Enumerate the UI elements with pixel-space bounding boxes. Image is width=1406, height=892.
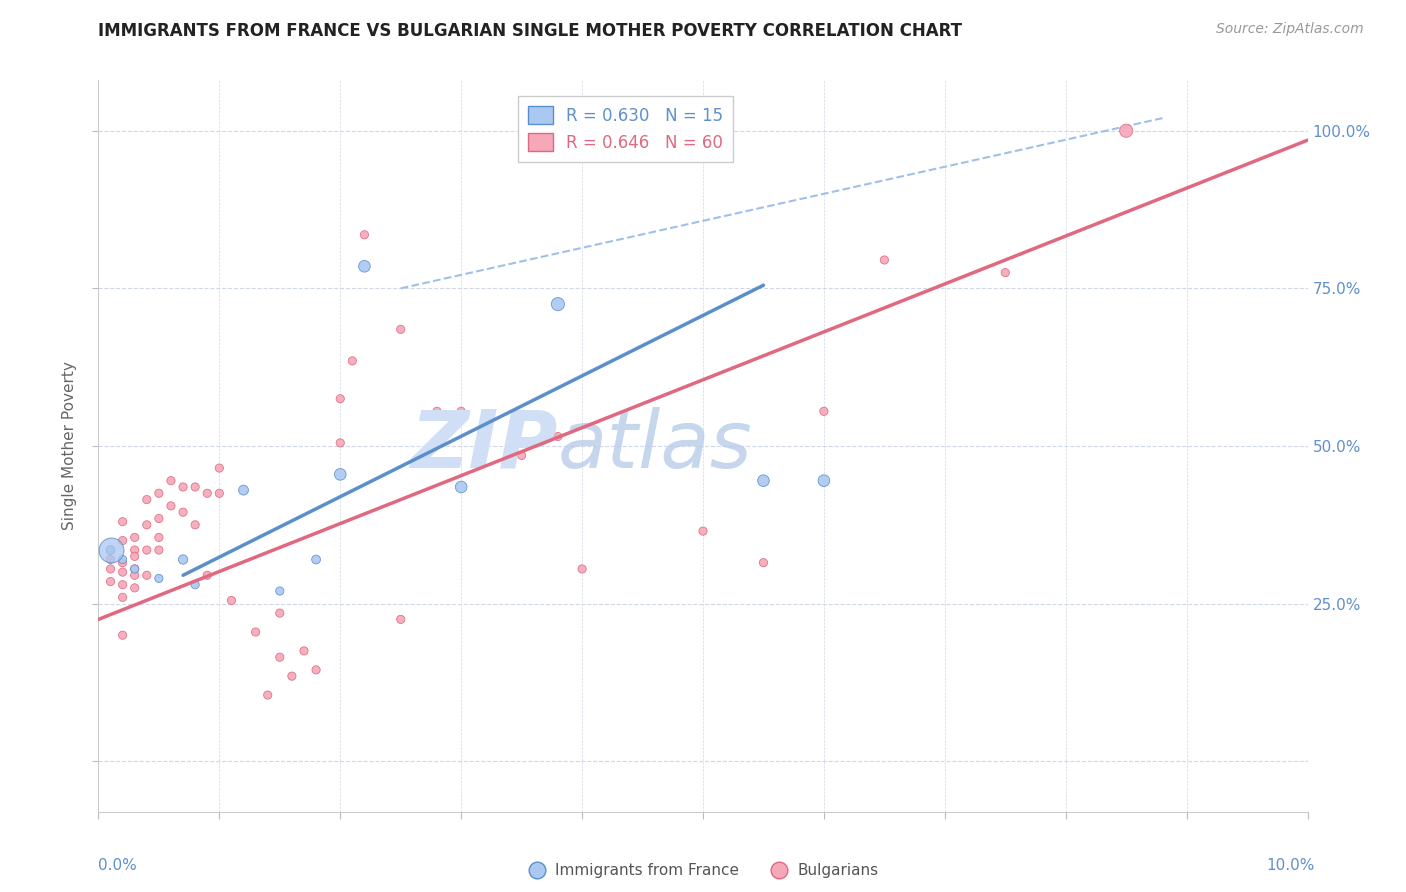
Point [547,297,569,311]
Y-axis label: Single Mother Poverty: Single Mother Poverty [62,361,77,531]
Point [450,480,472,494]
Point [994,266,1017,280]
Point [305,552,328,566]
Point [111,515,134,529]
Point [100,543,122,558]
Point [305,663,328,677]
Legend: R = 0.630   N = 15, R = 0.646   N = 60: R = 0.630 N = 15, R = 0.646 N = 60 [517,96,734,161]
Point [221,593,243,607]
Point [353,260,375,274]
Point [195,486,218,500]
Point [111,533,134,548]
Point [148,571,170,585]
Point [813,404,835,418]
Point [184,578,207,592]
Point [329,467,352,482]
Text: Source: ZipAtlas.com: Source: ZipAtlas.com [1216,22,1364,37]
Point [329,435,352,450]
Point [135,568,157,582]
Point [269,650,291,665]
Point [245,625,267,640]
Point [111,578,134,592]
Point [124,581,146,595]
Point [160,474,183,488]
Point [329,392,352,406]
Point [281,669,304,683]
Point [148,511,170,525]
Point [124,549,146,564]
Point [124,543,146,558]
Text: ZIP: ZIP [411,407,558,485]
Point [111,628,134,642]
Point [148,543,170,558]
Point [160,499,183,513]
Point [100,562,122,576]
Point [342,354,364,368]
Point [195,568,218,582]
Point [135,543,157,558]
Point [208,461,231,475]
Point [100,574,122,589]
Point [752,474,775,488]
Point [100,543,122,558]
Point [111,556,134,570]
Point [813,474,835,488]
Legend: Immigrants from France, Bulgarians: Immigrants from France, Bulgarians [522,857,884,884]
Point [389,322,412,336]
Point [124,562,146,576]
Point [292,644,315,658]
Point [184,517,207,532]
Point [426,404,449,418]
Point [172,480,194,494]
Point [184,480,207,494]
Point [111,565,134,579]
Point [111,591,134,605]
Point [389,612,412,626]
Text: 10.0%: 10.0% [1267,858,1315,872]
Point [1115,124,1137,138]
Point [571,562,593,576]
Point [232,483,254,497]
Point [124,530,146,544]
Point [208,486,231,500]
Text: atlas: atlas [558,407,752,485]
Point [269,584,291,599]
Point [353,227,375,242]
Text: IMMIGRANTS FROM FRANCE VS BULGARIAN SINGLE MOTHER POVERTY CORRELATION CHART: IMMIGRANTS FROM FRANCE VS BULGARIAN SING… [98,22,963,40]
Point [148,530,170,544]
Point [692,524,714,538]
Point [100,543,122,558]
Point [124,568,146,582]
Point [111,552,134,566]
Point [172,552,194,566]
Point [100,552,122,566]
Point [873,252,896,267]
Point [752,556,775,570]
Point [510,449,533,463]
Point [450,404,472,418]
Point [256,688,278,702]
Point [547,429,569,443]
Point [172,505,194,519]
Point [135,517,157,532]
Point [148,486,170,500]
Point [135,492,157,507]
Point [269,606,291,620]
Text: 0.0%: 0.0% [98,858,138,872]
Point [124,562,146,576]
